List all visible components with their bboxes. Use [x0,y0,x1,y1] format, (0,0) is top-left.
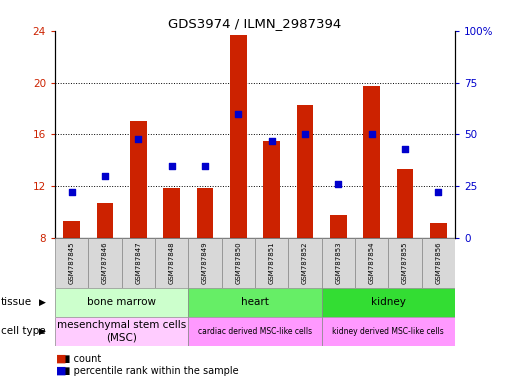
Text: GSM787850: GSM787850 [235,242,241,285]
Text: ■ count: ■ count [55,354,101,364]
Bar [288,238,322,288]
Bar [163,187,180,238]
Point [234,111,243,117]
Point [301,131,309,137]
Bar [121,238,155,288]
Text: GSM787845: GSM787845 [69,242,75,284]
Bar [330,215,347,238]
Bar [222,238,255,288]
Text: tissue: tissue [1,297,32,308]
Text: GSM787853: GSM787853 [335,242,342,285]
Text: heart: heart [241,297,269,308]
Text: GSM787849: GSM787849 [202,242,208,285]
Text: GSM787846: GSM787846 [102,242,108,285]
Bar [130,121,146,238]
Bar [63,221,80,238]
Bar [197,187,213,238]
Point [167,162,176,169]
Bar [322,288,455,317]
Bar [55,317,188,346]
Bar [363,86,380,238]
Point [201,162,209,169]
Text: cardiac derived MSC-like cells: cardiac derived MSC-like cells [198,327,312,336]
Text: GSM787856: GSM787856 [435,242,441,285]
Text: kidney derived MSC-like cells: kidney derived MSC-like cells [333,327,444,336]
Point [434,189,442,195]
Bar [55,288,188,317]
Bar [255,238,288,288]
Text: GSM787848: GSM787848 [168,242,175,285]
Text: ■ percentile rank within the sample: ■ percentile rank within the sample [55,366,238,376]
Text: GSM787847: GSM787847 [135,242,141,285]
Text: GSM787851: GSM787851 [269,242,275,285]
Bar [55,238,88,288]
Point [134,136,142,142]
Point [368,131,376,137]
Bar [188,238,222,288]
Bar [388,238,422,288]
Bar [322,317,455,346]
Bar [263,141,280,238]
Point [334,181,343,187]
Bar [297,104,313,238]
Point [267,137,276,144]
Point [67,189,76,195]
Bar [355,238,388,288]
Point [401,146,409,152]
Bar [422,238,455,288]
Bar [88,238,121,288]
Title: GDS3974 / ILMN_2987394: GDS3974 / ILMN_2987394 [168,17,342,30]
Point [101,173,109,179]
Text: ■: ■ [56,354,67,364]
Text: ▶: ▶ [39,327,46,336]
Text: bone marrow: bone marrow [87,297,156,308]
Bar [188,288,322,317]
Text: GSM787854: GSM787854 [369,242,374,284]
Text: GSM787855: GSM787855 [402,242,408,284]
Bar [155,238,188,288]
Bar [188,317,322,346]
Bar [97,203,113,238]
Bar [322,238,355,288]
Text: kidney: kidney [371,297,406,308]
Text: ▶: ▶ [39,298,46,307]
Text: GSM787852: GSM787852 [302,242,308,284]
Bar [396,169,413,238]
Text: ■: ■ [56,366,67,376]
Bar [230,35,247,238]
Text: mesenchymal stem cells
(MSC): mesenchymal stem cells (MSC) [57,320,186,342]
Bar [430,223,447,238]
Text: cell type: cell type [1,326,45,336]
